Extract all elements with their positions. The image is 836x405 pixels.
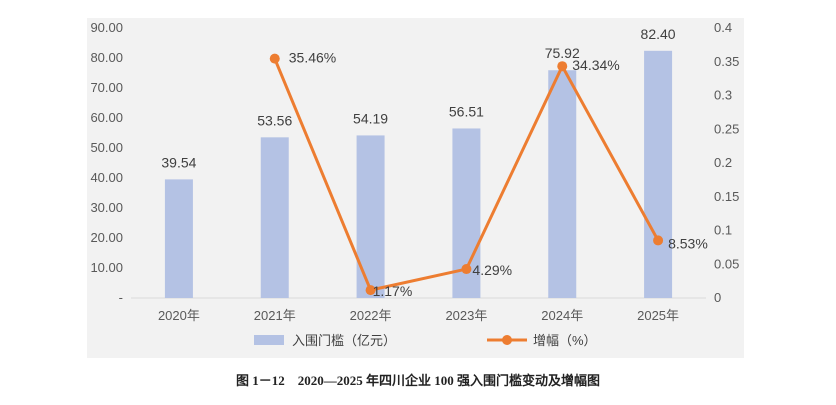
bar bbox=[260, 137, 289, 298]
line-point bbox=[365, 285, 376, 296]
bar-data-label: 56.51 bbox=[449, 103, 484, 119]
legend-bar-label: 入围门槛（亿元） bbox=[292, 333, 396, 348]
y-left-tick-label: - bbox=[119, 290, 123, 305]
bar-data-label: 53.56 bbox=[257, 112, 292, 128]
line-point bbox=[653, 235, 664, 246]
x-tick-label: 2023年 bbox=[445, 308, 487, 323]
chart-area bbox=[87, 18, 744, 358]
line-data-label: 35.46% bbox=[289, 50, 336, 66]
x-tick-label: 2025年 bbox=[637, 308, 679, 323]
bar bbox=[356, 135, 385, 298]
legend-bar-swatch bbox=[254, 335, 284, 345]
y-right-tick-label: 0.05 bbox=[714, 256, 739, 271]
line-data-label: 1.17% bbox=[373, 283, 413, 299]
x-tick-label: 2024年 bbox=[541, 308, 583, 323]
y-left-tick-label: 80.00 bbox=[90, 50, 123, 65]
line-data-label: 8.53% bbox=[668, 235, 708, 251]
figure-caption: 图 1－12 2020—2025 年四川企业 100 强入围门槛变动及增幅图 bbox=[235, 373, 600, 388]
x-tick-label: 2022年 bbox=[350, 308, 392, 323]
y-left-tick-label: 90.00 bbox=[90, 20, 123, 35]
bar-data-label: 54.19 bbox=[353, 110, 388, 126]
y-right-tick-label: 0.1 bbox=[714, 223, 732, 238]
y-right-tick-label: 0.25 bbox=[714, 121, 739, 136]
line-point bbox=[557, 61, 568, 72]
legend-line-label: 增幅（%） bbox=[533, 333, 597, 348]
y-right-tick-label: 0.3 bbox=[714, 88, 732, 103]
y-left-tick-label: 30.00 bbox=[90, 200, 123, 215]
bar-data-label: 75.92 bbox=[545, 45, 580, 61]
y-right-tick-label: 0.15 bbox=[714, 189, 739, 204]
y-left-tick-label: 40.00 bbox=[90, 170, 123, 185]
bar-data-label: 39.54 bbox=[161, 154, 196, 170]
y-right-tick-label: 0 bbox=[714, 290, 721, 305]
x-tick-label: 2020年 bbox=[158, 308, 200, 323]
line-data-label: 4.29% bbox=[472, 262, 512, 278]
x-tick-label: 2021年 bbox=[254, 308, 296, 323]
y-right-tick-label: 0.4 bbox=[714, 20, 732, 35]
y-right-tick-label: 0.35 bbox=[714, 54, 739, 69]
line-point bbox=[461, 264, 472, 275]
y-left-tick-label: 70.00 bbox=[90, 80, 123, 95]
y-right-tick-label: 0.2 bbox=[714, 155, 732, 170]
bar-data-label: 82.40 bbox=[641, 26, 676, 42]
y-left-tick-label: 20.00 bbox=[90, 230, 123, 245]
bar bbox=[548, 70, 577, 299]
y-left-tick-label: 10.00 bbox=[90, 260, 123, 275]
line-data-label: 34.34% bbox=[572, 57, 619, 73]
legend-line-marker bbox=[502, 335, 512, 345]
y-left-tick-label: 60.00 bbox=[90, 110, 123, 125]
y-left-tick-label: 50.00 bbox=[90, 140, 123, 155]
line-point bbox=[269, 53, 280, 64]
bar bbox=[644, 50, 673, 298]
bar bbox=[164, 179, 193, 298]
